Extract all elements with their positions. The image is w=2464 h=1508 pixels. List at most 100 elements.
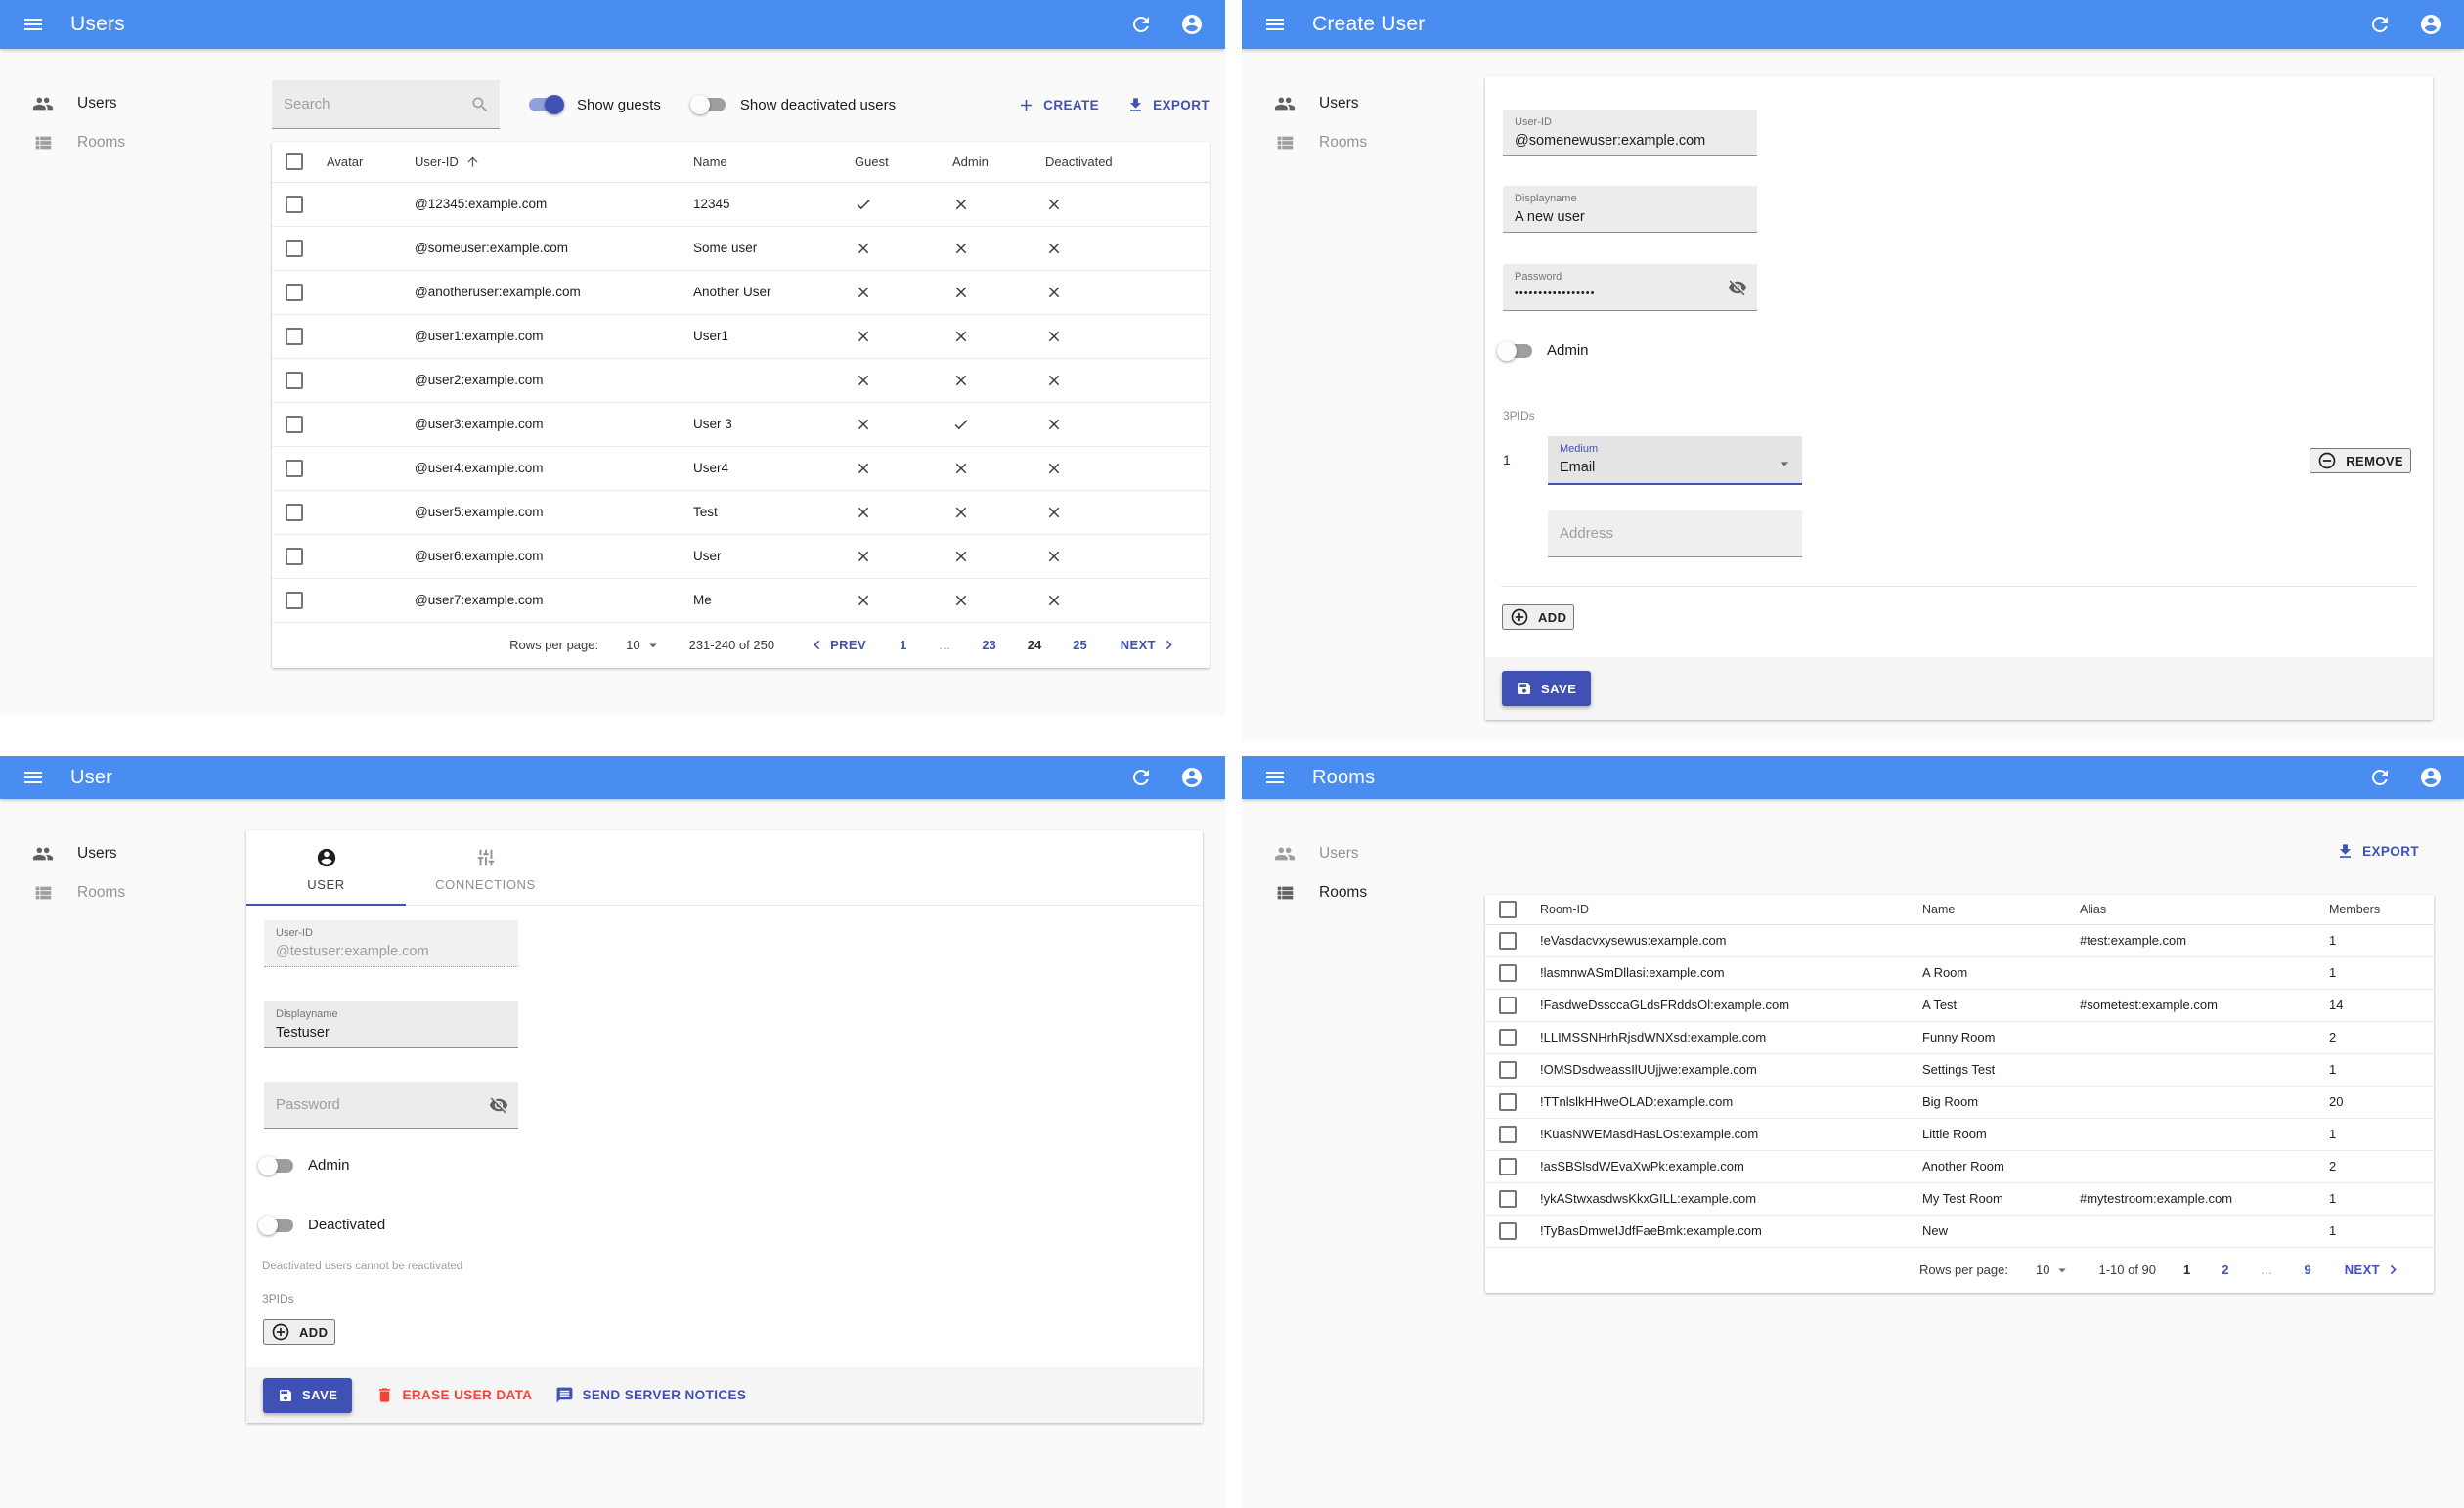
admin-toggle[interactable] xyxy=(258,1155,293,1175)
refresh-icon[interactable] xyxy=(2368,766,2392,789)
room-row[interactable]: !eVasdacvxysewus:example.com #test:exampl… xyxy=(1485,924,2434,957)
remove-3pid-button[interactable]: REMOVE xyxy=(2310,448,2411,473)
user-row[interactable]: @12345:example.com 12345 xyxy=(272,182,1210,227)
row-checkbox[interactable] xyxy=(1499,1125,1517,1143)
sidebar-item-rooms[interactable]: Rooms xyxy=(1242,123,1455,162)
row-checkbox[interactable] xyxy=(286,503,303,521)
row-checkbox[interactable] xyxy=(1499,1028,1517,1046)
prev-page-button[interactable]: PREV xyxy=(802,635,872,655)
row-checkbox[interactable] xyxy=(286,415,303,433)
save-button[interactable]: SAVE xyxy=(263,1377,353,1413)
row-checkbox[interactable] xyxy=(286,591,303,609)
export-button[interactable]: EXPORT xyxy=(1126,96,1210,114)
row-checkbox[interactable] xyxy=(1499,1221,1517,1240)
admin-toggle[interactable] xyxy=(1497,340,1532,361)
sidebar-item-users[interactable]: Users xyxy=(0,84,213,123)
account-icon[interactable] xyxy=(2419,766,2442,789)
row-checkbox[interactable] xyxy=(1499,1157,1517,1175)
add-3pid-button[interactable]: ADD xyxy=(263,1319,336,1345)
sidebar-item-users[interactable]: Users xyxy=(0,834,213,873)
row-checkbox[interactable] xyxy=(286,371,303,389)
medium-select[interactable]: Medium Email xyxy=(1548,436,1802,485)
row-checkbox[interactable] xyxy=(1499,963,1517,982)
user-row[interactable]: @user5:example.com Test xyxy=(272,490,1210,535)
sidebar-item-rooms[interactable]: Rooms xyxy=(0,873,213,912)
row-checkbox[interactable] xyxy=(1499,996,1517,1014)
row-checkbox[interactable] xyxy=(286,459,303,477)
save-button[interactable]: SAVE xyxy=(1502,671,1592,706)
next-page-button[interactable]: NEXT xyxy=(2339,1260,2408,1280)
menu-icon[interactable] xyxy=(1263,13,1287,36)
row-checkbox[interactable] xyxy=(1499,931,1517,950)
search-input[interactable] xyxy=(272,80,500,128)
col-user-id[interactable]: User-ID xyxy=(407,142,685,183)
room-row[interactable]: !OMSDsdweassIlUUjjwe:example.com Settings… xyxy=(1485,1053,2434,1087)
user-row[interactable]: @user3:example.com User 3 xyxy=(272,402,1210,447)
refresh-icon[interactable] xyxy=(1129,766,1153,789)
sidebar-item-users[interactable]: Users xyxy=(1242,84,1455,123)
row-checkbox[interactable] xyxy=(286,239,303,257)
sidebar-item-rooms[interactable]: Rooms xyxy=(1242,873,1455,912)
sidebar-item-users[interactable]: Users xyxy=(1242,834,1455,873)
page-button-9[interactable]: 9 xyxy=(2304,1263,2311,1277)
row-checkbox[interactable] xyxy=(286,283,303,301)
address-input[interactable] xyxy=(1548,510,1802,556)
room-row[interactable]: !asSBSlsdWEvaXwPk:example.com Another Roo… xyxy=(1485,1150,2434,1183)
account-icon[interactable] xyxy=(1180,766,1204,789)
room-row[interactable]: !ykAStwxasdwsKkxGILL:example.com My Test … xyxy=(1485,1182,2434,1216)
user-row[interactable]: @user6:example.com User xyxy=(272,534,1210,579)
row-checkbox[interactable] xyxy=(1499,1189,1517,1208)
displayname-field[interactable]: Displayname A new user xyxy=(1503,186,1757,233)
displayname-field[interactable]: Displayname Testuser xyxy=(264,1001,518,1048)
page-button-2[interactable]: 2 xyxy=(2222,1263,2229,1277)
user-id-field[interactable]: User-ID @somenewuser:example.com xyxy=(1503,110,1757,156)
add-3pid-button[interactable]: ADD xyxy=(1502,604,1575,630)
deactivated-toggle[interactable] xyxy=(258,1215,293,1235)
row-checkbox[interactable] xyxy=(286,547,303,565)
show-deactivated-toggle[interactable] xyxy=(689,95,726,114)
export-button[interactable]: EXPORT xyxy=(2336,842,2419,861)
menu-icon[interactable] xyxy=(22,13,45,36)
rows-per-page-select[interactable]: 10 xyxy=(2036,1262,2071,1279)
refresh-icon[interactable] xyxy=(1129,13,1153,36)
select-all-checkbox[interactable] xyxy=(1499,900,1517,918)
tab-connections[interactable]: CONNECTIONS xyxy=(406,830,565,905)
password-input[interactable] xyxy=(264,1082,518,1128)
room-row[interactable]: !TyBasDmweIJdfFaeBmk:example.com New 1 xyxy=(1485,1215,2434,1248)
tab-user[interactable]: USER xyxy=(246,830,406,906)
menu-icon[interactable] xyxy=(1263,766,1287,789)
page-button-1[interactable]: 1 xyxy=(900,638,907,652)
select-all-checkbox[interactable] xyxy=(286,153,303,171)
room-row[interactable]: !TTnlslkHHweOLAD:example.com Big Room 20 xyxy=(1485,1086,2434,1119)
room-row[interactable]: !lasmnwASmDllasi:example.com A Room 1 xyxy=(1485,956,2434,990)
sidebar-item-rooms[interactable]: Rooms xyxy=(0,123,213,162)
page-button-25[interactable]: 25 xyxy=(1073,638,1087,652)
rows-per-page-select[interactable]: 10 xyxy=(626,637,661,654)
user-row[interactable]: @anotheruser:example.com Another User xyxy=(272,270,1210,315)
row-checkbox[interactable] xyxy=(1499,1060,1517,1079)
menu-icon[interactable] xyxy=(22,766,45,789)
row-checkbox[interactable] xyxy=(286,327,303,345)
page-button-23[interactable]: 23 xyxy=(982,638,996,652)
show-guests-toggle[interactable] xyxy=(529,95,564,114)
room-row[interactable]: !FasdweDssccaGLdsFRddsOl:example.com A Te… xyxy=(1485,989,2434,1022)
row-checkbox[interactable] xyxy=(1499,1092,1517,1111)
user-row[interactable]: @user2:example.com xyxy=(272,358,1210,403)
account-icon[interactable] xyxy=(2419,13,2442,36)
refresh-icon[interactable] xyxy=(2368,13,2392,36)
user-row[interactable]: @user7:example.com Me xyxy=(272,578,1210,623)
user-row[interactable]: @user4:example.com User4 xyxy=(272,446,1210,491)
visibility-off-icon[interactable] xyxy=(489,1095,508,1115)
create-button[interactable]: CREATE xyxy=(1017,96,1099,114)
user-row[interactable]: @user1:example.com User1 xyxy=(272,314,1210,359)
erase-user-data-button[interactable]: ERASE USER DATA xyxy=(375,1386,532,1404)
room-row[interactable]: !LLIMSSNHrhRjsdWNXsd:example.com Funny Ro… xyxy=(1485,1021,2434,1054)
visibility-off-icon[interactable] xyxy=(1728,278,1747,297)
user-row[interactable]: @someuser:example.com Some user xyxy=(272,226,1210,271)
password-field[interactable]: Password ••••••••••••••••• xyxy=(1503,264,1757,311)
next-page-button[interactable]: NEXT xyxy=(1115,635,1184,655)
room-row[interactable]: !KuasNWEMasdHasLOs:example.com Little Roo… xyxy=(1485,1118,2434,1151)
row-checkbox[interactable] xyxy=(286,195,303,213)
send-server-notices-button[interactable]: SEND SERVER NOTICES xyxy=(555,1386,746,1404)
account-icon[interactable] xyxy=(1180,13,1204,36)
